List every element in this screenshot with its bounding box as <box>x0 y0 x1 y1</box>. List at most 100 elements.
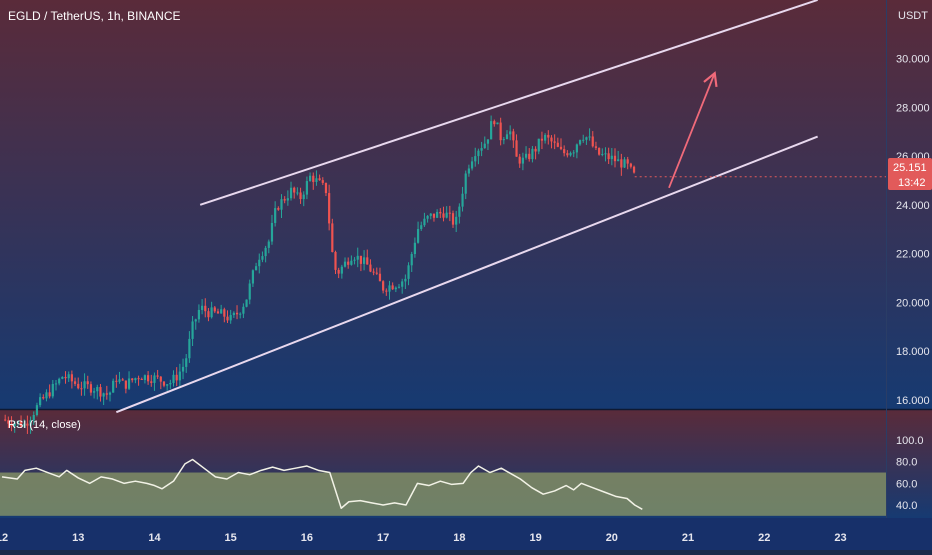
candle[interactable] <box>502 136 505 145</box>
candle[interactable] <box>512 128 515 148</box>
candle[interactable] <box>305 176 309 200</box>
candle[interactable] <box>140 377 143 381</box>
candle[interactable] <box>289 181 293 201</box>
candle[interactable] <box>296 187 299 196</box>
candle[interactable] <box>420 221 423 231</box>
candle[interactable] <box>175 367 178 387</box>
candle[interactable] <box>391 282 394 290</box>
candle[interactable] <box>308 172 312 182</box>
candle[interactable] <box>531 145 534 163</box>
candle[interactable] <box>347 257 350 269</box>
candle[interactable] <box>515 134 518 157</box>
candle[interactable] <box>401 278 404 294</box>
candle[interactable] <box>610 148 613 166</box>
candle[interactable] <box>286 190 289 206</box>
candle[interactable] <box>439 208 442 219</box>
candle[interactable] <box>39 393 42 408</box>
candle[interactable] <box>544 133 547 144</box>
candle[interactable] <box>235 305 239 320</box>
candle[interactable] <box>350 255 353 266</box>
candle[interactable] <box>359 255 363 272</box>
candle[interactable] <box>429 213 432 220</box>
candle[interactable] <box>623 157 626 169</box>
candle[interactable] <box>594 141 598 151</box>
candle[interactable] <box>413 237 416 258</box>
candle[interactable] <box>105 385 108 400</box>
candle[interactable] <box>242 303 245 319</box>
candle[interactable] <box>302 191 305 207</box>
candle[interactable] <box>540 131 544 150</box>
candle[interactable] <box>547 130 550 145</box>
candle[interactable] <box>467 164 470 177</box>
candle[interactable] <box>382 280 385 294</box>
candle[interactable] <box>293 186 296 199</box>
candle[interactable] <box>436 209 439 219</box>
candle[interactable] <box>626 156 629 170</box>
candle[interactable] <box>216 308 220 314</box>
candle[interactable] <box>620 153 623 176</box>
candle[interactable] <box>248 279 251 305</box>
candle[interactable] <box>283 196 286 204</box>
candle[interactable] <box>156 369 159 379</box>
candle[interactable] <box>340 264 343 279</box>
candle[interactable] <box>172 370 175 387</box>
candle[interactable] <box>264 245 267 263</box>
candle[interactable] <box>601 148 604 157</box>
candle[interactable] <box>353 257 356 265</box>
candle[interactable] <box>505 130 509 140</box>
candle[interactable] <box>566 150 569 158</box>
candle[interactable] <box>83 373 86 396</box>
candle[interactable] <box>528 148 531 162</box>
candle[interactable] <box>591 131 594 148</box>
candle[interactable] <box>16 420 19 428</box>
candle[interactable] <box>404 274 407 290</box>
candle[interactable] <box>410 251 413 272</box>
candle[interactable] <box>61 376 64 380</box>
candle[interactable] <box>509 125 512 141</box>
channel-upper-line[interactable] <box>199 0 818 206</box>
candle[interactable] <box>118 371 121 384</box>
candle[interactable] <box>143 374 147 384</box>
candle[interactable] <box>588 128 591 141</box>
candle[interactable] <box>280 194 283 218</box>
candle[interactable] <box>147 371 150 385</box>
candle[interactable] <box>324 182 328 197</box>
candle[interactable] <box>188 331 191 363</box>
rsi-line[interactable] <box>1 458 643 510</box>
candle[interactable] <box>166 384 169 391</box>
candle[interactable] <box>553 134 556 150</box>
candle[interactable] <box>89 381 93 396</box>
candle[interactable] <box>77 377 80 390</box>
candle[interactable] <box>270 214 274 245</box>
candle[interactable] <box>613 148 617 168</box>
candle[interactable] <box>58 377 61 386</box>
candle[interactable] <box>318 174 321 181</box>
candle[interactable] <box>45 389 48 402</box>
candle[interactable] <box>229 309 232 324</box>
candle[interactable] <box>267 239 270 254</box>
candle[interactable] <box>632 165 636 174</box>
candle[interactable] <box>127 371 131 390</box>
candle[interactable] <box>331 218 334 253</box>
candle[interactable] <box>470 156 474 171</box>
candle[interactable] <box>493 119 496 127</box>
candle[interactable] <box>480 141 483 157</box>
candle[interactable] <box>42 394 45 400</box>
candle[interactable] <box>397 283 401 289</box>
candle[interactable] <box>200 299 204 315</box>
candle[interactable] <box>254 262 258 271</box>
candle[interactable] <box>274 201 277 227</box>
symbol-title[interactable]: EGLD / TetherUS, 1h, BINANCE <box>8 9 181 23</box>
candle[interactable] <box>51 379 54 399</box>
candle[interactable] <box>299 187 302 204</box>
candle[interactable] <box>556 137 559 148</box>
projection-arrow[interactable] <box>668 71 718 189</box>
candle[interactable] <box>204 298 207 318</box>
candle[interactable] <box>169 379 172 389</box>
candle[interactable] <box>191 316 194 346</box>
candle[interactable] <box>185 353 188 373</box>
candle[interactable] <box>385 288 388 296</box>
candle[interactable] <box>464 170 467 200</box>
candle[interactable] <box>337 267 340 279</box>
